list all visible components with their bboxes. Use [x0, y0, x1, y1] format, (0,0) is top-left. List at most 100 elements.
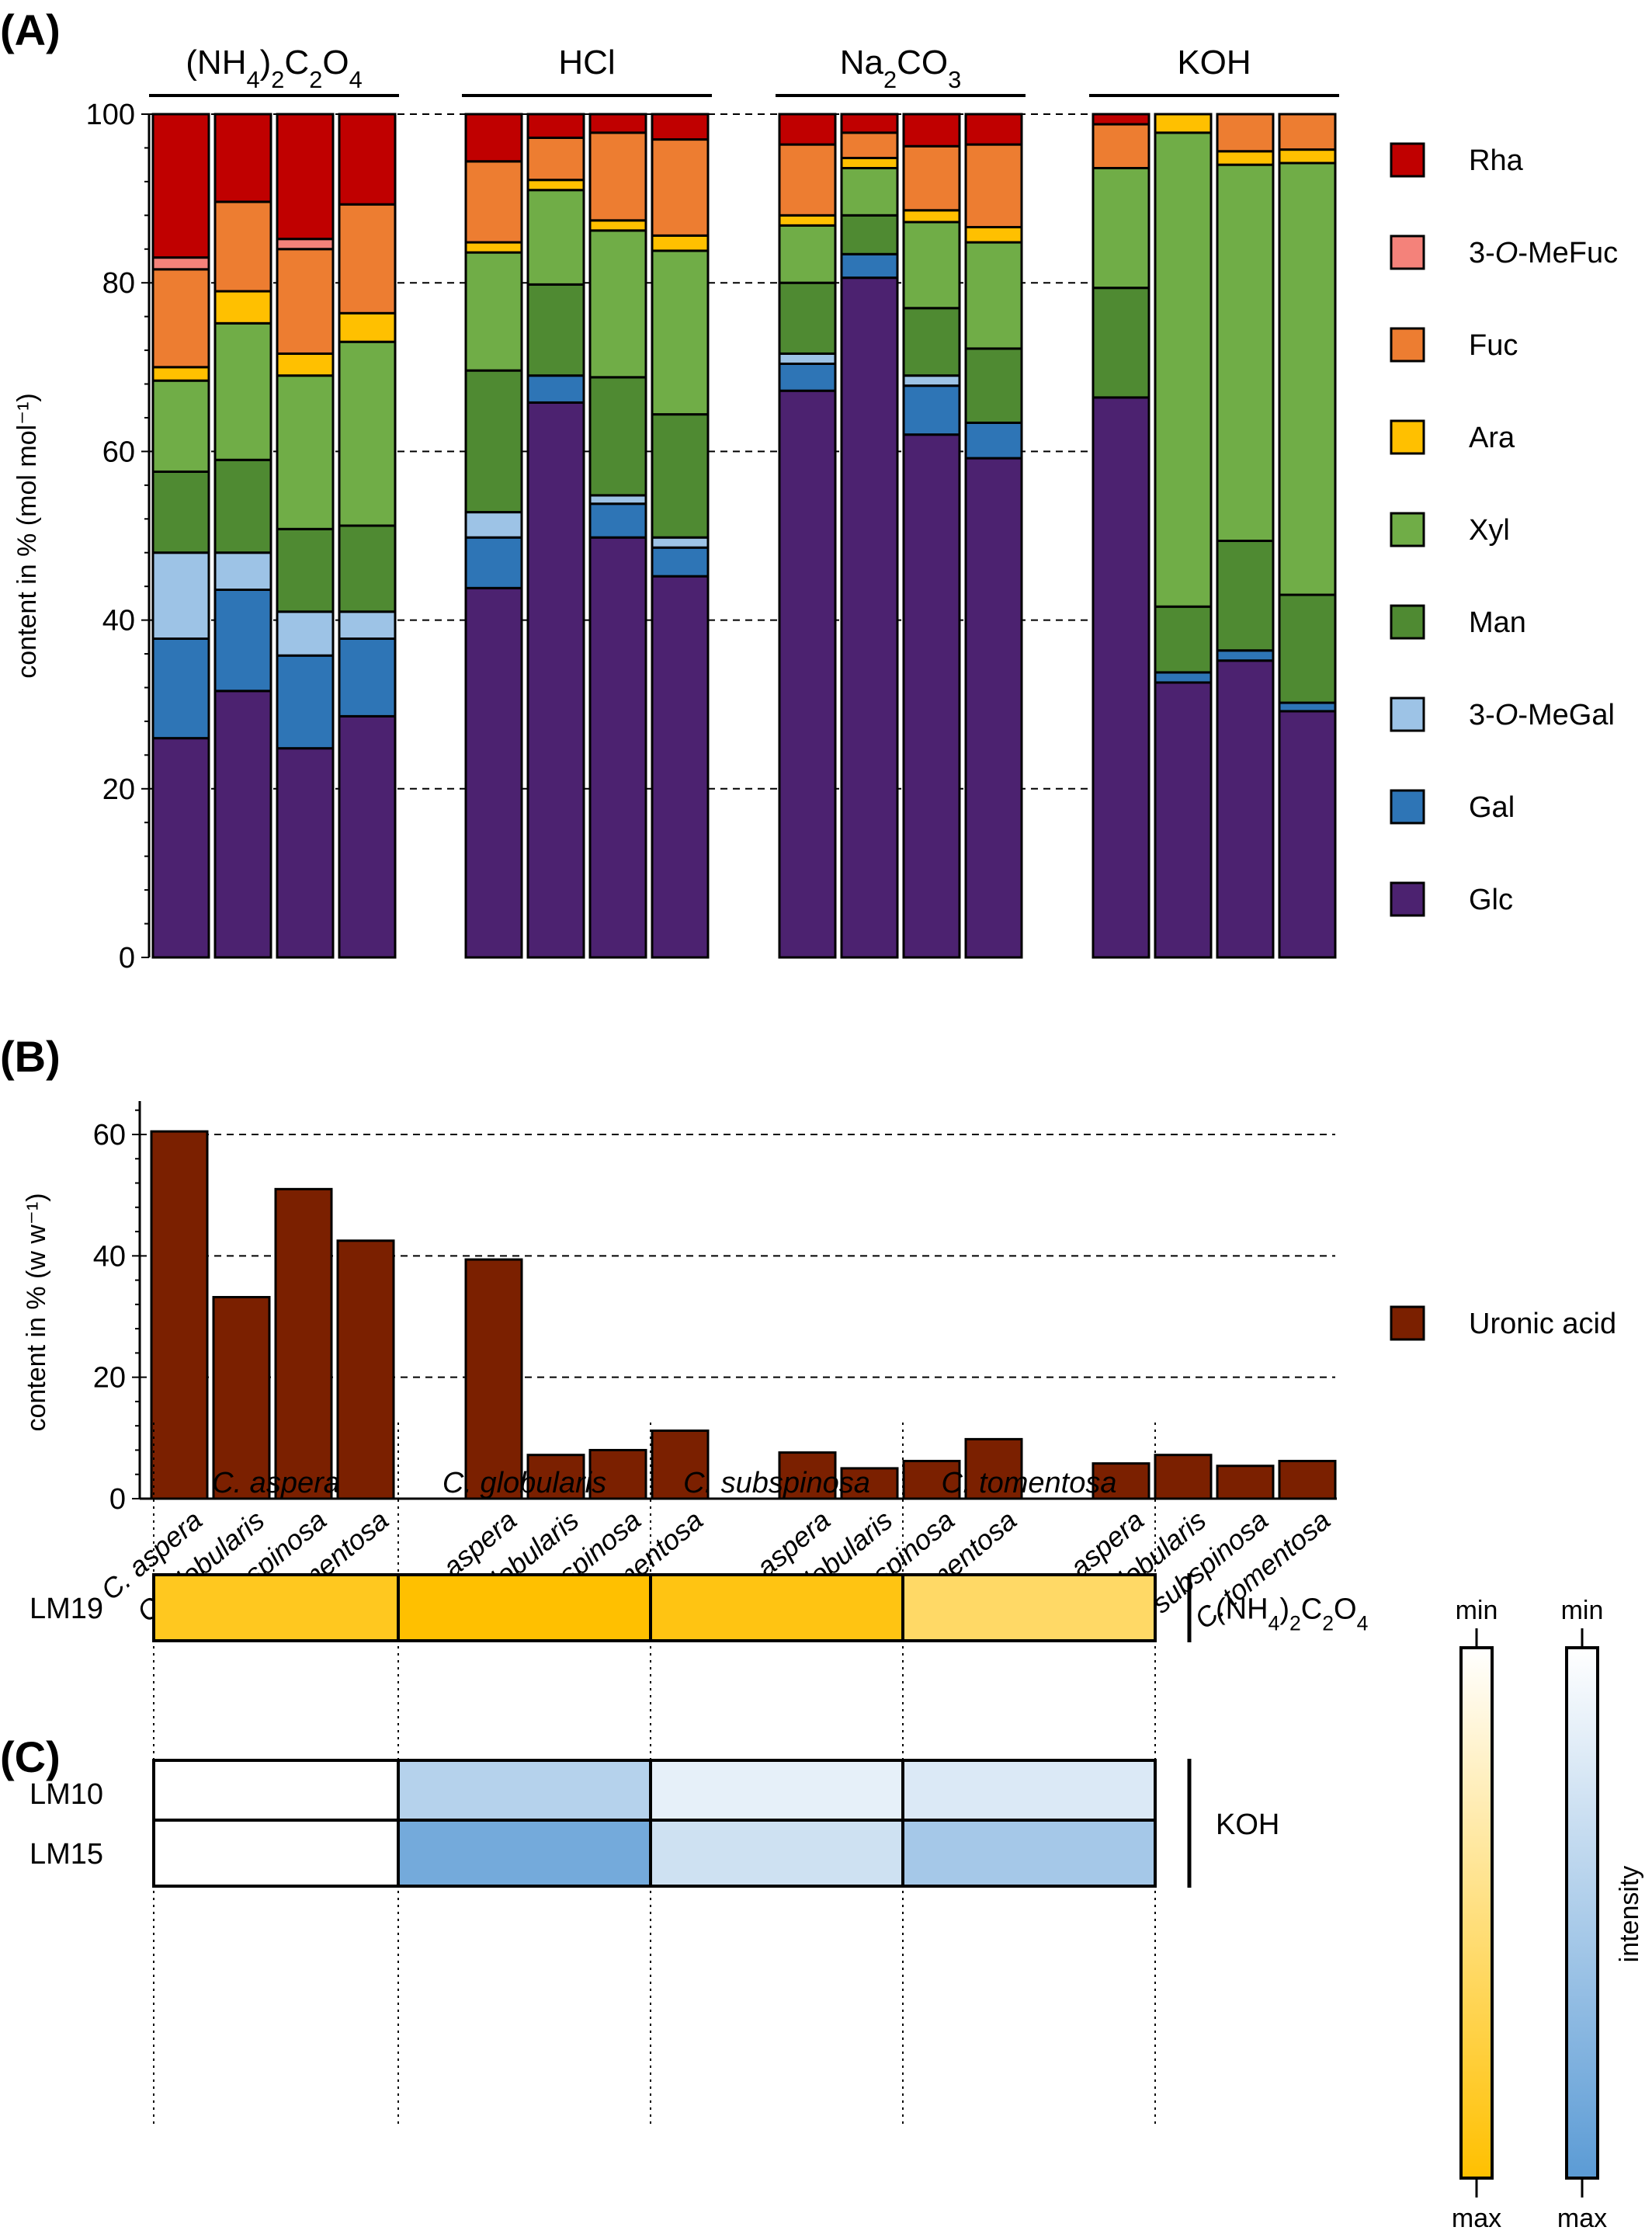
bar-segment-ara-1-c-aspera — [464, 241, 523, 254]
bar-segment-gal-0-c-aspera — [151, 637, 210, 740]
bar-segment-glc-2-c-globularis — [840, 276, 899, 959]
bar-segment-3-o-mefuc-0-c-aspera — [151, 256, 210, 271]
bar-segment-fuc-1-c-aspera — [464, 160, 523, 244]
bar-segment-glc-2-c-aspera — [778, 389, 837, 959]
bar-segment-man-1-c-globularis — [526, 283, 585, 377]
bar-segment-xyl-3-c-subspinosa — [1216, 163, 1275, 543]
bar-segment-gal-3-c-globularis — [1154, 671, 1213, 684]
bar-segment-man-1-c-tomentosa — [651, 413, 710, 539]
group-title-1: HCl — [558, 43, 615, 82]
bar-segment-fuc-0-c-tomentosa — [338, 203, 397, 314]
y-axis-title: content in % (w w⁻¹) — [22, 1193, 51, 1431]
bar-segment-xyl-0-c-globularis — [213, 321, 272, 461]
bar-segment-rha-2-c-tomentosa — [964, 113, 1023, 146]
bar-segment-fuc-0-c-subspinosa — [276, 248, 335, 355]
panel-label-c: (C) — [0, 1732, 61, 1781]
colorbar-blue — [1565, 1646, 1599, 2180]
y-tick-label: 80 — [102, 267, 135, 300]
bar-segment-gal-1-c-aspera — [464, 536, 523, 589]
legend-swatch-3-o-megal — [1390, 697, 1425, 732]
bar-segment-fuc-2-c-globularis — [840, 131, 899, 159]
bar-segment-rha-0-c-subspinosa — [276, 113, 335, 241]
bar-segment-glc-3-c-subspinosa — [1216, 659, 1275, 959]
heatmap-cell-lm19-c-subspinosa — [649, 1573, 904, 1642]
bar-segment-glc-3-c-globularis — [1154, 681, 1213, 959]
bar-segment-gal-1-c-subspinosa — [588, 502, 647, 539]
bar-uronic-acid-2-c-aspera — [778, 1451, 837, 1500]
bar-segment-man-2-c-globularis — [840, 214, 899, 255]
heatmap-cell-lm15-c-tomentosa — [901, 1819, 1157, 1888]
bar-segment-rha-0-c-aspera — [151, 113, 210, 259]
bar-segment-glc-3-c-tomentosa — [1278, 710, 1337, 959]
bar-segment-rha-2-c-subspinosa — [902, 113, 961, 148]
bar-segment-man-0-c-globularis — [213, 458, 272, 554]
legend-label-man: Man — [1469, 606, 1526, 639]
heatmap-cell-lm15-c-globularis — [397, 1819, 652, 1888]
bar-uronic-acid-2-c-subspinosa — [902, 1460, 961, 1500]
bar-segment-3-o-megal-0-c-subspinosa — [276, 610, 335, 657]
bar-segment-xyl-0-c-aspera — [151, 379, 210, 473]
bar-segment-xyl-1-c-subspinosa — [588, 229, 647, 379]
heatmap-cell-lm19-c-aspera — [152, 1573, 400, 1642]
y-tick-label: 20 — [93, 1362, 126, 1395]
bar-segment-rha-0-c-tomentosa — [338, 113, 397, 206]
bar-segment-glc-3-c-aspera — [1092, 396, 1150, 959]
legend-label-ara: Ara — [1469, 422, 1515, 454]
bar-segment-man-0-c-aspera — [151, 470, 210, 554]
bar-uronic-acid-0-c-tomentosa — [336, 1239, 395, 1500]
bar-segment-xyl-1-c-tomentosa — [651, 249, 710, 416]
legend-label-xyl: Xyl — [1469, 514, 1510, 547]
bar-segment-xyl-2-c-aspera — [778, 224, 837, 284]
heatmap-cell-lm10-c-subspinosa — [649, 1759, 904, 1828]
bar-segment-glc-2-c-subspinosa — [902, 433, 961, 959]
bar-uronic-acid-0-c-subspinosa — [274, 1187, 333, 1500]
panel-b-bar-chart: C. aspera C. globularis C. subspinosa C. to… — [22, 1101, 1616, 1642]
bar-segment-3-o-megal-1-c-subspinosa — [588, 494, 647, 506]
y-axis-title: content in % (mol mol⁻¹) — [12, 393, 42, 679]
bar-segment-ara-2-c-aspera — [778, 214, 837, 227]
bar-segment-ara-2-c-globularis — [840, 156, 899, 170]
bar-segment-xyl-1-c-aspera — [464, 251, 523, 372]
bar-segment-gal-0-c-subspinosa — [276, 654, 335, 750]
bar-segment-man-0-c-tomentosa — [338, 524, 397, 613]
bar-segment-glc-0-c-aspera — [151, 737, 210, 959]
legend-label-rha: Rha — [1469, 144, 1524, 177]
bar-segment-3-o-megal-2-c-aspera — [778, 352, 837, 365]
bar-segment-3-o-megal-0-c-tomentosa — [338, 610, 397, 640]
bar-segment-man-3-c-subspinosa — [1216, 540, 1275, 652]
bar-segment-man-0-c-subspinosa — [276, 527, 335, 613]
bar-segment-glc-1-c-subspinosa — [588, 536, 647, 959]
legend-swatch-glc — [1390, 881, 1425, 917]
bar-segment-ara-2-c-subspinosa — [902, 209, 961, 224]
bar-segment-rha-0-c-globularis — [213, 113, 272, 203]
bar-segment-gal-1-c-tomentosa — [651, 546, 710, 578]
heatmap-cell-lm10-c-tomentosa — [901, 1759, 1157, 1828]
group-title-3: KOH — [1177, 43, 1251, 82]
bar-uronic-acid-0-c-aspera — [150, 1130, 209, 1500]
y-tick-label: 40 — [93, 1240, 126, 1273]
bar-segment-3-o-megal-1-c-tomentosa — [651, 536, 710, 549]
bar-segment-ara-1-c-subspinosa — [588, 219, 647, 232]
bar-segment-gal-1-c-globularis — [526, 374, 585, 404]
bar-segment-gal-2-c-tomentosa — [964, 421, 1023, 460]
legend-swatch-xyl — [1390, 512, 1425, 547]
bar-uronic-acid-3-c-tomentosa — [1278, 1460, 1337, 1500]
bar-segment-glc-2-c-tomentosa — [964, 457, 1023, 959]
legend-label-uronic-acid: Uronic acid — [1469, 1308, 1616, 1340]
bar-segment-ara-1-c-globularis — [526, 179, 585, 192]
bar-segment-glc-0-c-globularis — [213, 690, 272, 959]
bar-segment-fuc-1-c-globularis — [526, 136, 585, 182]
bar-segment-man-2-c-subspinosa — [902, 307, 961, 377]
bar-segment-gal-2-c-subspinosa — [902, 384, 961, 436]
legend-swatch-uronic-acid — [1390, 1305, 1425, 1341]
bar-segment-xyl-3-c-aspera — [1092, 167, 1150, 290]
bar-segment-ara-0-c-globularis — [213, 290, 272, 325]
bar-segment-xyl-2-c-subspinosa — [902, 221, 961, 310]
bar-segment-glc-0-c-subspinosa — [276, 747, 335, 959]
bar-segment-fuc-1-c-subspinosa — [588, 131, 647, 222]
legend-swatch-rha — [1390, 142, 1425, 178]
bar-segment-fuc-3-c-aspera — [1092, 123, 1150, 170]
bar-segment-xyl-2-c-globularis — [840, 167, 899, 217]
bar-segment-xyl-3-c-globularis — [1154, 131, 1213, 608]
bar-segment-xyl-3-c-tomentosa — [1278, 162, 1337, 596]
